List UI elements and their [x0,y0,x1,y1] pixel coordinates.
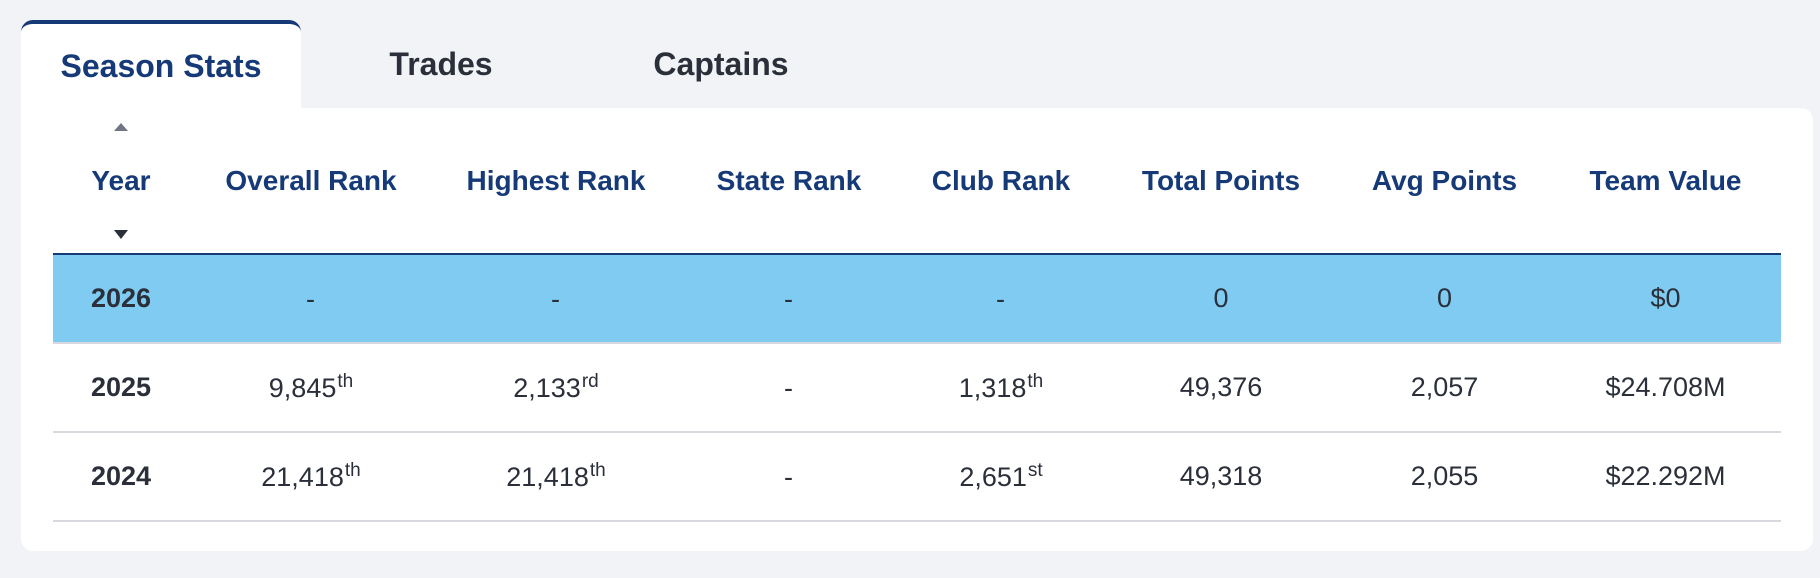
rank-suffix: th [344,460,361,481]
cell-club-rank: - [899,254,1103,344]
cell-avg-points: 2,055 [1339,432,1550,522]
header-highest-rank[interactable]: Highest Rank [433,108,679,255]
rank-value: - [784,284,793,314]
tab-trades[interactable]: Trades [389,46,493,82]
rank-value: - [784,373,793,403]
cell-overall-rank: - [189,254,433,344]
table-row[interactable]: 2026 - - - - 0 0 $0 [53,254,1781,344]
header-state-rank[interactable]: State Rank [679,108,899,255]
cell-year: 2026 [53,254,189,344]
rank-value: - [996,284,1005,314]
cell-team-value: $0 [1550,254,1781,344]
cell-year: 2024 [53,432,189,522]
rank-suffix: st [1027,460,1043,481]
cell-total-points: 0 [1103,254,1339,344]
sort-up-icon[interactable] [113,122,128,131]
header-year[interactable]: Year [53,108,189,255]
header-overall-rank[interactable]: Overall Rank [189,108,433,255]
header-year-label: Year [91,164,151,196]
cell-avg-points: 0 [1339,254,1550,344]
rank-value: 1,318 [958,373,1027,403]
rank-suffix: th [337,371,354,392]
cell-team-value: $22.292M [1550,432,1781,522]
cell-state-rank: - [679,432,899,522]
cell-year: 2025 [53,343,189,433]
table-row[interactable]: 2024 21,418th 21,418th - 2,651st 49,318 … [53,432,1781,522]
table-header-row: Year Overall Rank Highest Rank State Ran… [53,108,1781,255]
tab-season-stats[interactable]: Season Stats [21,20,301,109]
rank-value: 2,651 [959,462,1027,492]
cell-state-rank: - [679,254,899,344]
rank-value: 9,845 [268,373,337,403]
table-row[interactable]: 2025 9,845th 2,133rd - 1,318th 49,376 2,… [53,343,1781,433]
header-team-value[interactable]: Team Value [1550,108,1781,255]
cell-highest-rank: 21,418th [433,432,679,522]
header-avg-points[interactable]: Avg Points [1339,108,1550,255]
header-club-rank[interactable]: Club Rank [899,108,1103,255]
tab-captains[interactable]: Captains [653,46,789,82]
header-total-points[interactable]: Total Points [1103,108,1339,255]
year-sort-control[interactable]: Year [91,122,151,239]
cell-overall-rank: 9,845th [189,343,433,433]
cell-overall-rank: 21,418th [189,432,433,522]
sort-down-icon[interactable] [113,229,128,239]
cell-highest-rank: 2,133rd [433,343,679,433]
cell-highest-rank: - [433,254,679,344]
cell-total-points: 49,376 [1103,343,1339,433]
rank-suffix: th [589,460,606,481]
cell-team-value: $24.708M [1550,343,1781,433]
rank-value: - [784,462,793,492]
rank-value: 21,418 [261,462,344,492]
rank-value: - [306,284,315,314]
cell-total-points: 49,318 [1103,432,1339,522]
season-stats-table: Year Overall Rank Highest Rank State Ran… [53,108,1781,522]
rank-suffix: th [1027,371,1044,392]
rank-suffix: rd [581,371,599,392]
rank-value: 2,133 [513,373,581,403]
cell-avg-points: 2,057 [1339,343,1550,433]
cell-club-rank: 1,318th [899,343,1103,433]
rank-value: 21,418 [506,462,589,492]
cell-state-rank: - [679,343,899,433]
cell-club-rank: 2,651st [899,432,1103,522]
season-stats-panel: Year Overall Rank Highest Rank State Ran… [21,108,1813,551]
rank-value: - [551,284,560,314]
tab-bar: Season Stats Trades Captains [21,20,861,109]
